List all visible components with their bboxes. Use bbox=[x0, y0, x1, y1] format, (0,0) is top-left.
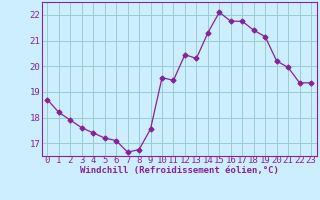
X-axis label: Windchill (Refroidissement éolien,°C): Windchill (Refroidissement éolien,°C) bbox=[80, 166, 279, 175]
